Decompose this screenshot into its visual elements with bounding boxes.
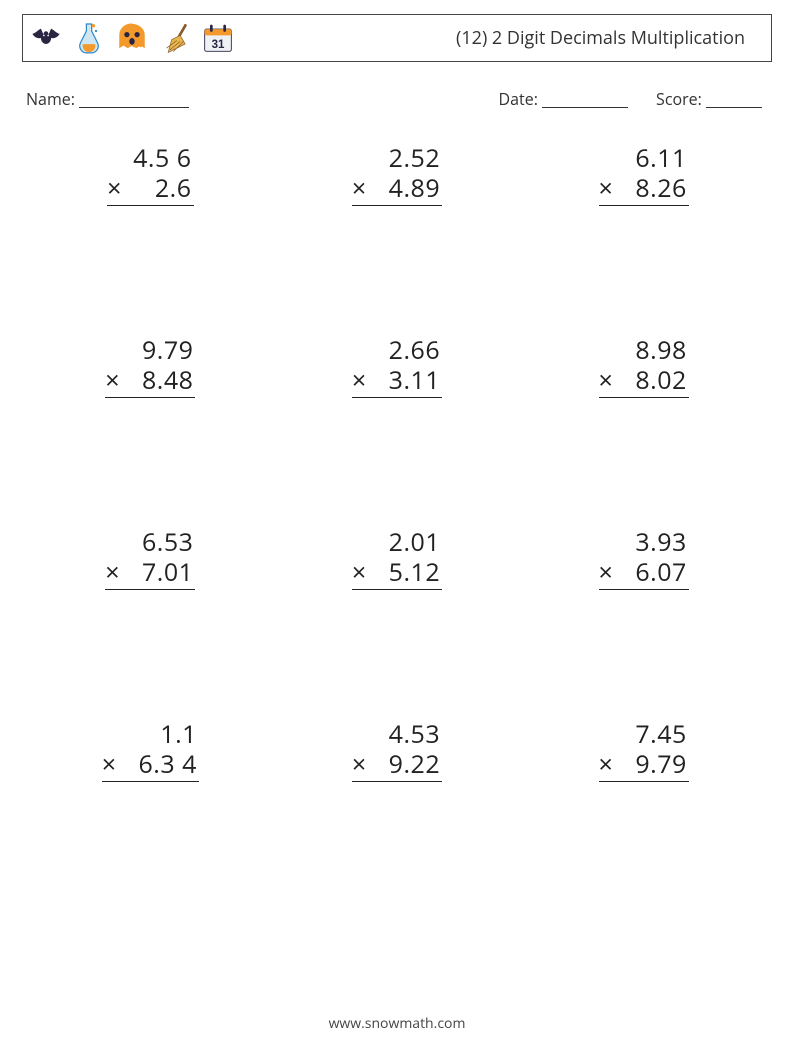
multiplicand: 4.53 [352,720,442,750]
bat-icon [29,21,63,55]
problem: 3.93× 6.07 [525,528,762,720]
problem: 2.52× 4.89 [279,144,516,336]
operator: × [107,174,122,204]
operator: × [105,366,120,396]
multiplier: 6.07 [635,558,686,588]
header-icons: 31 [29,21,235,55]
broom-icon [158,21,192,55]
multiplier: 9.79 [635,750,686,780]
problem: 6.11× 8.26 [525,144,762,336]
svg-text:31: 31 [212,39,225,51]
multiplier: 3.11 [389,366,440,396]
date-blank[interactable] [542,107,628,108]
multiplicand: 8.98 [599,336,689,366]
score-field: Score: [656,88,762,110]
calendar-icon: 31 [201,21,235,55]
multiplier: 2.6 [155,174,192,204]
problem: 4.5 6× 2.6 [32,144,269,336]
multiplicand: 2.01 [352,528,442,558]
name-field: Name: [26,88,499,110]
problem: 6.53× 7.01 [32,528,269,720]
problem: 4.53× 9.22 [279,720,516,912]
worksheet-title: (12) 2 Digit Decimals Multiplication [456,26,761,50]
problem: 7.45× 9.79 [525,720,762,912]
multiplier: 8.02 [635,366,686,396]
multiplicand: 6.53 [105,528,195,558]
operator: × [599,558,614,588]
multiplicand: 3.93 [599,528,689,558]
multiplicand: 2.52 [352,144,442,174]
multiplicand: 4.5 6 [107,144,193,174]
multiplicand: 1.1 [102,720,199,750]
multiplier: 7.01 [142,558,193,588]
worksheet-page: 31 (12) 2 Digit Decimals Multiplication … [0,0,794,1053]
ghost-icon [115,21,149,55]
operator: × [599,750,614,780]
problem: 8.98× 8.02 [525,336,762,528]
operator: × [352,750,367,780]
problem: 2.01× 5.12 [279,528,516,720]
flask-icon [72,21,106,55]
name-label: Name: [26,88,75,110]
multiplicand: 9.79 [105,336,195,366]
operator: × [102,750,117,780]
operator: × [352,558,367,588]
multiplicand: 2.66 [352,336,442,366]
operator: × [599,366,614,396]
multiplier: 4.89 [389,174,440,204]
score-label: Score: [656,88,702,110]
multiplicand: 6.11 [599,144,689,174]
operator: × [352,366,367,396]
date-field: Date: [499,88,629,110]
name-blank[interactable] [79,107,189,108]
multiplier: 6.3 4 [139,750,197,780]
multiplier: 5.12 [389,558,440,588]
header-box: 31 (12) 2 Digit Decimals Multiplication [22,14,772,62]
multiplicand: 7.45 [599,720,689,750]
problem: 9.79× 8.48 [32,336,269,528]
problem: 2.66× 3.11 [279,336,516,528]
operator: × [599,174,614,204]
multiplier: 9.22 [389,750,440,780]
date-label: Date: [499,88,538,110]
operator: × [352,174,367,204]
footer-url: www.snowmath.com [0,1014,794,1033]
operator: × [105,558,120,588]
meta-row: Name: Date: Score: [22,88,772,110]
problems-grid: 4.5 6×2.6 2.52×4.89 6.11×8.26 9.79×8.48 … [22,144,772,912]
multiplier: 8.48 [142,366,193,396]
multiplier: 8.26 [635,174,686,204]
problem: 1.1× 6.3 4 [32,720,269,912]
score-blank[interactable] [706,107,762,108]
